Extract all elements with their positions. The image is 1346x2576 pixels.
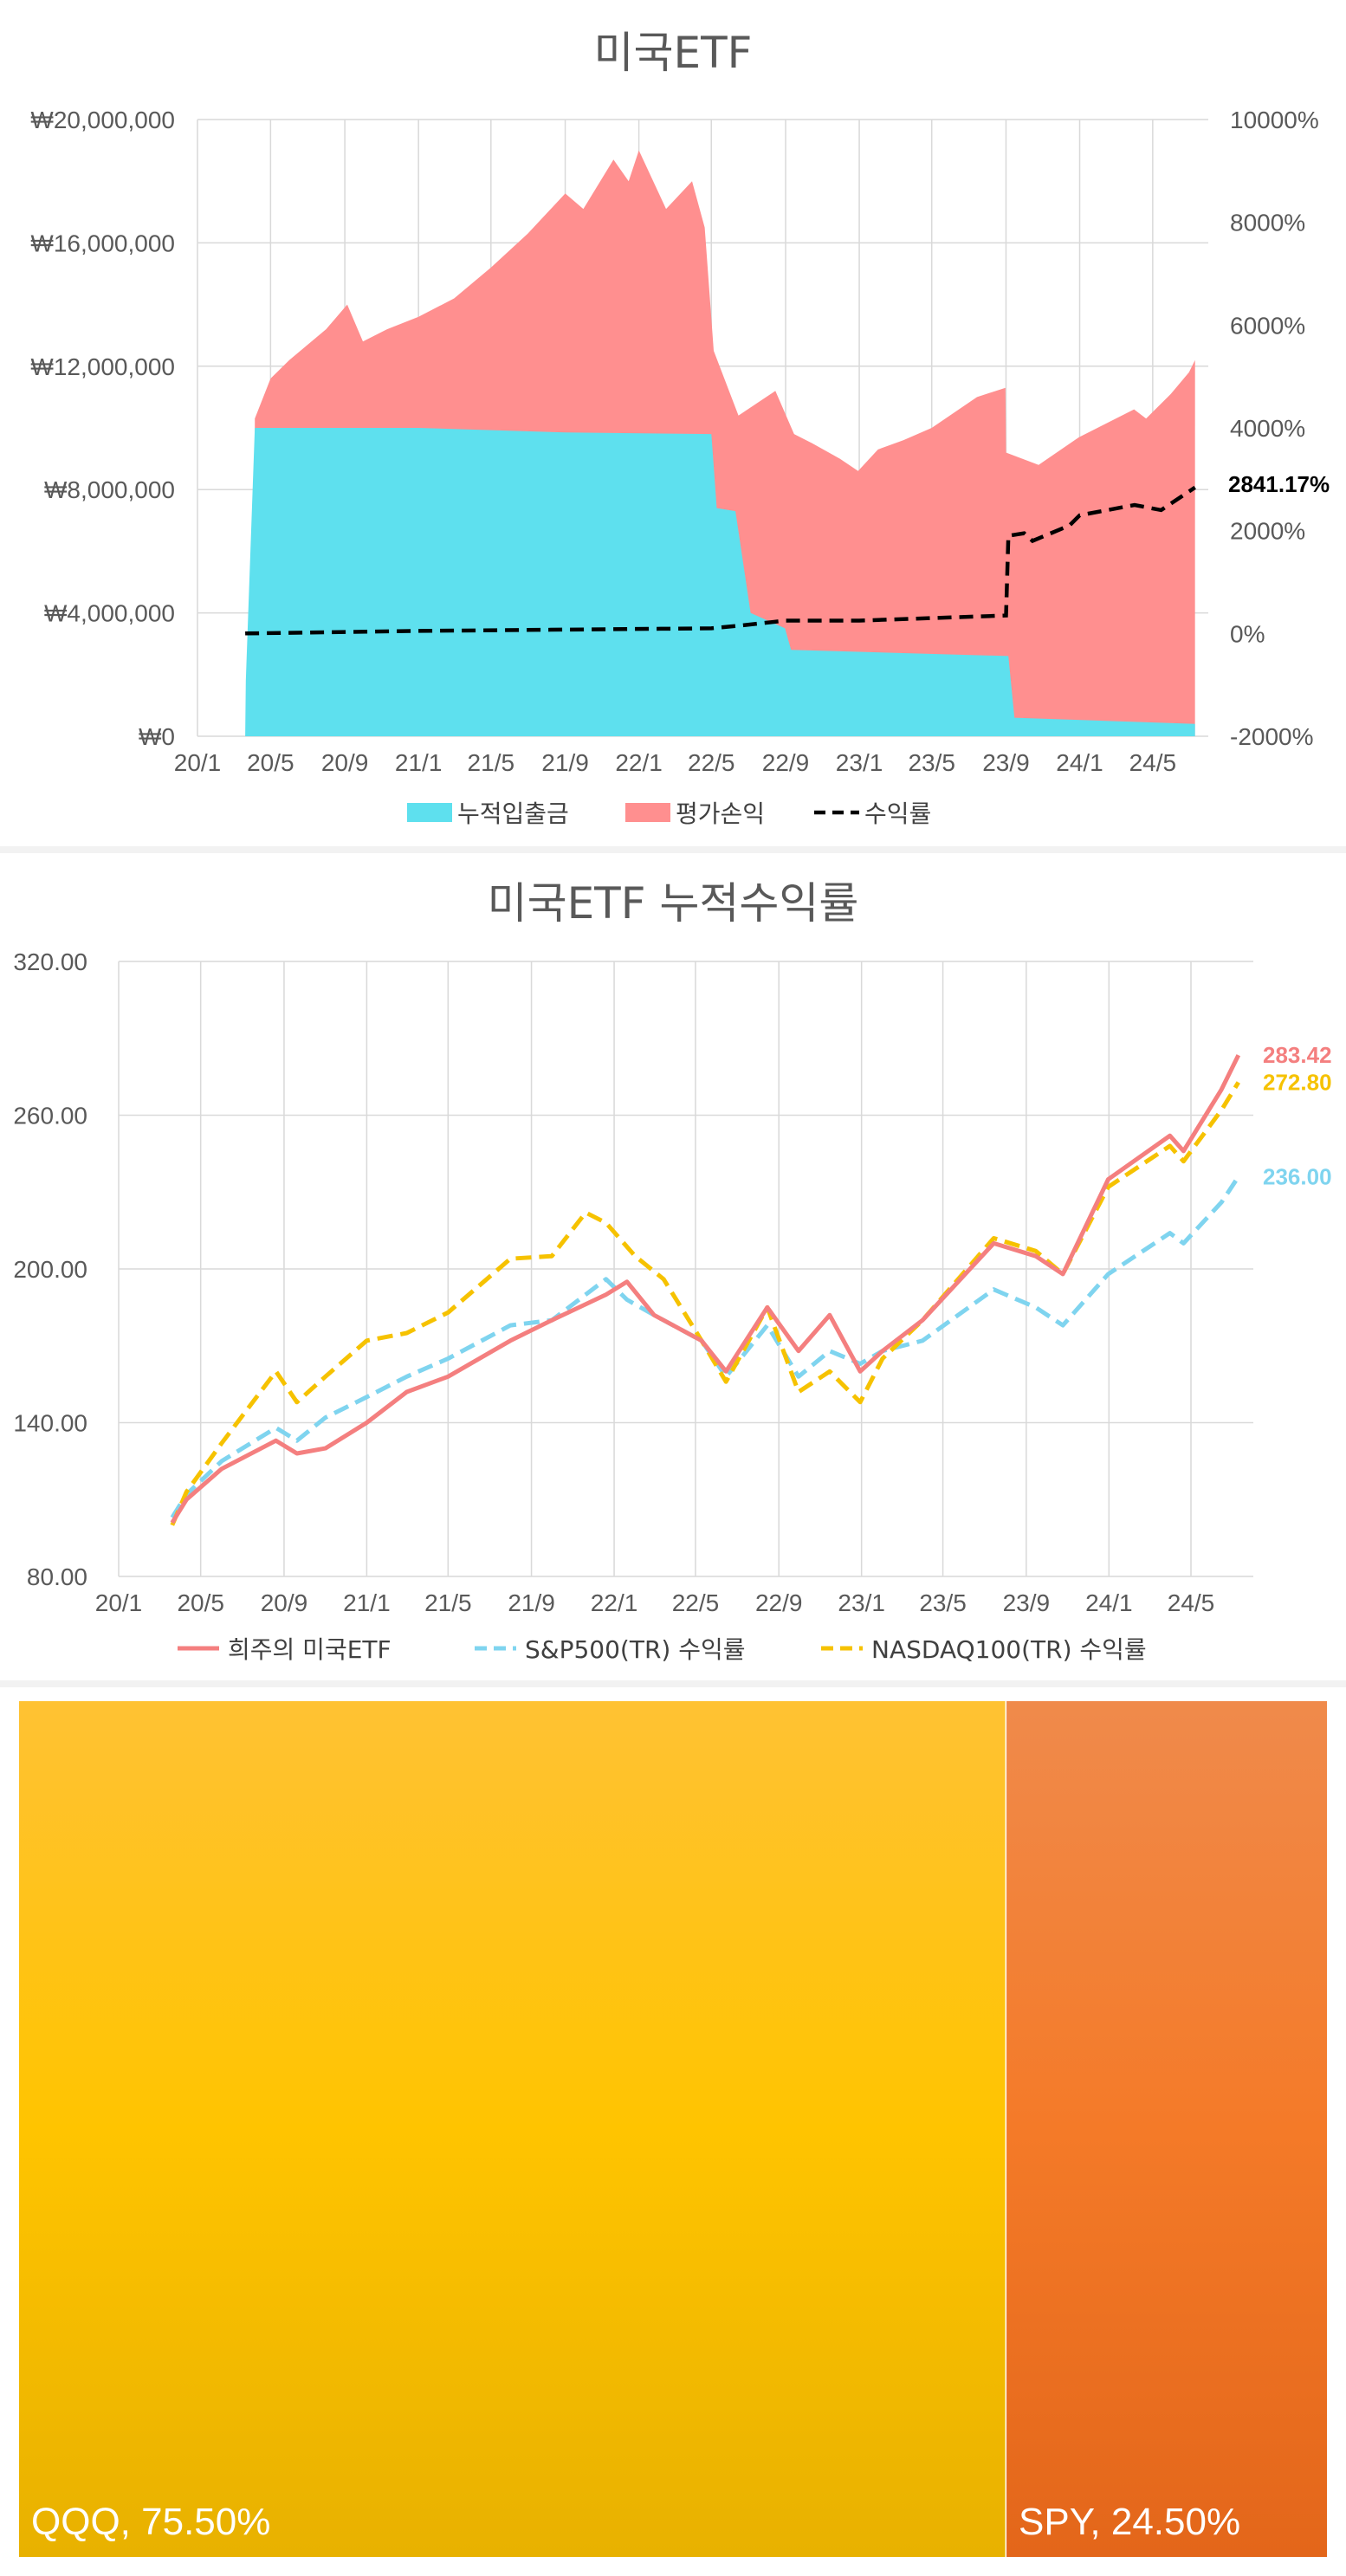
treemap-tile-QQQ — [19, 1701, 1006, 2557]
x-tick-label: 20/9 — [261, 1589, 308, 1616]
y-tick-label: 320.00 — [13, 948, 87, 975]
x-tick-labels: 20/1 20/5 20/9 21/1 21/5 21/9 22/1 22/5 22/9 23/1… — [174, 749, 1176, 776]
x-tick-label: 23/9 — [1003, 1589, 1051, 1616]
gridlines — [118, 961, 1253, 1577]
legend-swatch — [625, 803, 670, 822]
cumulative-return-chart: 미국ETF 누적수익률 320.00 260.00 200.00 140.00 80.0… — [13, 878, 1332, 1664]
return-end-label: 2841.17% — [1228, 471, 1330, 497]
y-left-tick-label: ₩8,000,000 — [44, 476, 175, 503]
line-NASDAQ100(TR) 수익률 — [170, 1081, 1240, 1526]
area-series — [245, 150, 1195, 737]
x-tick-label: 22/5 — [688, 749, 735, 776]
series-end-label: 236.00 — [1263, 1164, 1332, 1190]
y-right-tick-label: 6000% — [1230, 312, 1305, 339]
y-tick-label: 140.00 — [13, 1410, 87, 1437]
x-tick-label: 21/1 — [395, 749, 443, 776]
y-tick-label: 80.00 — [27, 1563, 87, 1590]
y-right-tick-label: 0% — [1230, 620, 1265, 647]
area-누적입출금 — [245, 428, 1195, 736]
chart-panel-cumulative-return: 미국ETF 누적수익률 320.00 260.00 200.00 140.00 80.0… — [0, 853, 1346, 1680]
x-tick-label: 22/1 — [591, 1589, 638, 1616]
x-tick-label: 21/9 — [541, 749, 589, 776]
x-tick-label: 23/1 — [838, 1589, 885, 1616]
legend-label: S&P500(TR) 수익률 — [525, 1635, 746, 1664]
treemap-label-QQQ: QQQ, 75.50% — [31, 2501, 270, 2543]
y-right-tick-label: 10000% — [1230, 107, 1319, 133]
y-left-tick-labels: ₩20,000,000 ₩16,000,000 ₩12,000,000 ₩8,000,… — [30, 107, 175, 750]
line-series — [245, 485, 1196, 636]
legend-label: NASDAQ100(TR) 수익률 — [871, 1635, 1147, 1664]
treemap-label-SPY: SPY, 24.50% — [1019, 2501, 1240, 2543]
series-end-label: 283.42 — [1263, 1042, 1332, 1068]
x-tick-labels: 20/1 20/5 20/9 21/1 21/5 21/9 22/1 22/5 22/9 23/1… — [95, 1589, 1215, 1616]
y-left-tick-label: ₩20,000,000 — [30, 107, 175, 133]
y-tick-label: 200.00 — [13, 1256, 87, 1283]
y-right-tick-label: 8000% — [1230, 210, 1305, 236]
x-tick-label: 23/5 — [908, 749, 955, 776]
x-tick-label: 23/9 — [982, 749, 1030, 776]
legend: 누적입출금 평가손익 수익률 — [407, 799, 931, 828]
x-tick-label: 22/9 — [762, 749, 810, 776]
x-tick-label: 22/9 — [755, 1589, 803, 1616]
x-tick-label: 24/1 — [1056, 749, 1103, 776]
legend-label: 평가손익 — [676, 799, 765, 828]
legend-swatch — [407, 803, 452, 822]
y-right-tick-label: 2000% — [1230, 518, 1305, 545]
chart-title: 미국ETF — [594, 28, 753, 78]
x-tick-label: 23/1 — [836, 749, 883, 776]
series-end-labels: 283.42 236.00 272.80 — [1263, 1042, 1332, 1189]
x-tick-label: 24/5 — [1129, 749, 1177, 776]
y-right-tick-label: 4000% — [1230, 415, 1305, 442]
line-희주의 미국ETF — [170, 1054, 1241, 1524]
y-left-tick-label: ₩4,000,000 — [44, 600, 175, 627]
y-tick-label: 260.00 — [13, 1103, 87, 1129]
treemap-tile-SPY — [1006, 1701, 1327, 2557]
legend-label: 희주의 미국ETF — [228, 1635, 392, 1664]
y-tick-labels: 320.00 260.00 200.00 140.00 80.00 — [13, 948, 87, 1590]
legend: 희주의 미국ETF S&P500(TR) 수익률 NASDAQ100(TR) 수익률 — [178, 1635, 1147, 1664]
portfolio-area-chart: 미국ETF ₩20,000,000₩16,000,000₩12,000,000₩… — [30, 28, 1330, 828]
allocation-treemap: QQQ, 75.50% SPY, 24.50% — [19, 1701, 1327, 2557]
chart-panel-allocation-treemap: QQQ, 75.50% SPY, 24.50% — [0, 1687, 1346, 2576]
y-left-tick-label: ₩12,000,000 — [30, 353, 175, 380]
x-tick-label: 21/1 — [343, 1589, 391, 1616]
x-tick-label: 22/5 — [672, 1589, 720, 1616]
legend-label: 누적입출금 — [457, 799, 569, 828]
line-수익률 — [245, 485, 1196, 636]
x-tick-label: 24/1 — [1085, 1589, 1133, 1616]
x-tick-label: 21/5 — [468, 749, 515, 776]
y-right-tick-label: -2000% — [1230, 723, 1314, 750]
x-tick-label: 20/1 — [174, 749, 222, 776]
x-tick-label: 20/9 — [321, 749, 369, 776]
x-tick-label: 20/5 — [177, 1589, 224, 1616]
x-tick-label: 23/5 — [919, 1589, 967, 1616]
line-series — [170, 1054, 1241, 1526]
line-S&P500(TR) 수익률 — [170, 1175, 1240, 1519]
series-end-label: 272.80 — [1263, 1070, 1332, 1096]
y-left-tick-label: ₩0 — [139, 723, 175, 750]
treemap-tiles: QQQ, 75.50% SPY, 24.50% — [19, 1701, 1327, 2557]
y-right-tick-labels: 10000% 8000% 6000% 4000% 2000% 0% -2000% — [1230, 107, 1319, 750]
x-tick-label: 24/5 — [1168, 1589, 1215, 1616]
legend-label: 수익률 — [864, 799, 931, 828]
chart-panel-portfolio: 미국ETF ₩20,000,000 ₩16,000,000 ₩12,000,000 ₩… — [0, 0, 1346, 846]
y-left-tick-label: ₩16,000,000 — [30, 230, 175, 256]
x-tick-label: 20/1 — [95, 1589, 143, 1616]
chart-title: 미국ETF 누적수익률 — [488, 878, 859, 929]
x-tick-label: 21/9 — [508, 1589, 555, 1616]
x-tick-label: 20/5 — [247, 749, 294, 776]
x-tick-label: 21/5 — [424, 1589, 472, 1616]
x-tick-label: 22/1 — [615, 749, 663, 776]
